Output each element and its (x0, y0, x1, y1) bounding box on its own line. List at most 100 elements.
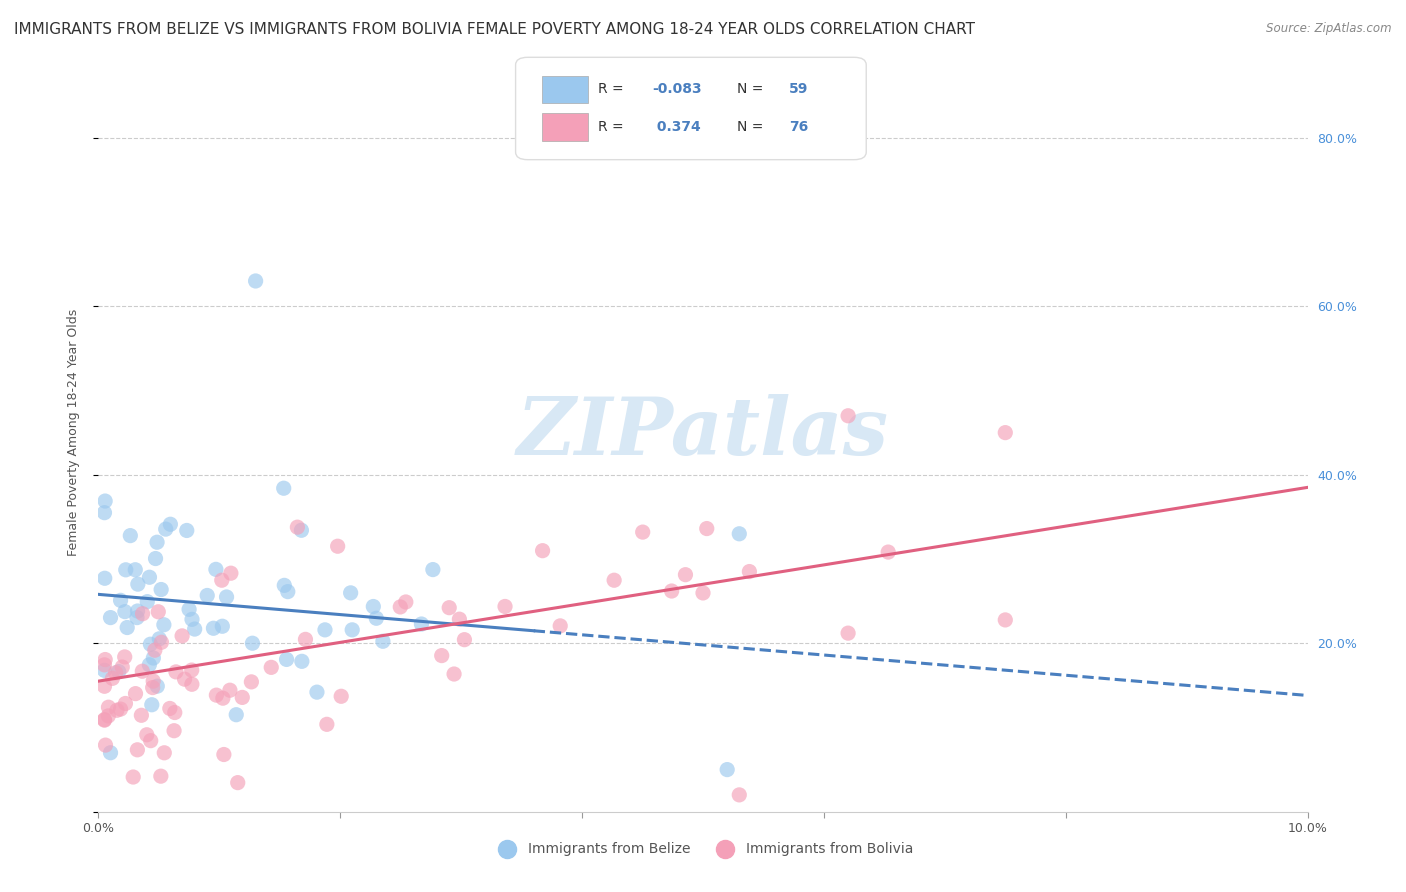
Point (430, 648, 453, 663)
Point (114, 605, 136, 619)
Point (104, 665, 127, 680)
Point (291, 654, 314, 668)
Point (276, 652, 298, 666)
Point (94, 652, 117, 666)
Point (994, 425, 1017, 440)
Point (728, 526, 751, 541)
Point (120, 528, 142, 542)
Point (153, 746, 176, 760)
Point (242, 636, 264, 650)
Point (107, 665, 129, 679)
Point (138, 657, 160, 672)
Point (994, 613, 1017, 627)
Point (314, 623, 336, 637)
Point (93, 713, 115, 727)
Point (93, 713, 115, 727)
Point (215, 590, 238, 604)
Point (728, 788, 751, 802)
Point (111, 660, 134, 674)
Point (443, 667, 465, 681)
Point (94, 494, 117, 508)
Point (548, 619, 571, 633)
Point (290, 523, 312, 537)
Point (225, 707, 247, 722)
Point (150, 635, 173, 649)
Legend: Immigrants from Belize, Immigrants from Bolivia: Immigrants from Belize, Immigrants from … (488, 837, 918, 862)
Point (449, 612, 471, 626)
Text: Source: ZipAtlas.com: Source: ZipAtlas.com (1267, 22, 1392, 36)
Point (172, 629, 194, 643)
Point (603, 573, 626, 587)
Point (131, 664, 153, 678)
Point (305, 685, 328, 699)
Point (127, 604, 149, 618)
Point (437, 600, 460, 615)
Point (205, 688, 228, 702)
Point (366, 611, 388, 625)
Text: N =: N = (737, 82, 768, 96)
Point (122, 770, 145, 784)
Point (273, 578, 295, 592)
Point (146, 535, 169, 549)
Point (163, 723, 186, 738)
Point (105, 703, 128, 717)
Point (124, 563, 146, 577)
Point (339, 586, 361, 600)
Point (240, 674, 263, 689)
Point (212, 691, 235, 706)
Point (277, 584, 299, 599)
Point (453, 632, 475, 647)
Point (195, 589, 218, 603)
Point (93, 679, 115, 693)
Text: R =: R = (598, 120, 633, 134)
Point (260, 660, 283, 674)
Point (837, 409, 859, 423)
Point (661, 584, 683, 599)
Text: ZIPatlas: ZIPatlas (517, 394, 889, 471)
Point (273, 481, 295, 495)
Point (877, 545, 900, 559)
Point (136, 595, 159, 609)
Point (294, 632, 316, 647)
Point (131, 708, 153, 723)
Point (135, 728, 157, 742)
Point (219, 683, 242, 698)
Point (93, 506, 115, 520)
Point (148, 632, 170, 646)
Point (142, 674, 165, 689)
Text: -0.083: -0.083 (652, 82, 702, 96)
Point (287, 520, 309, 534)
Point (181, 612, 204, 626)
Point (716, 763, 738, 777)
Point (148, 605, 170, 619)
Point (110, 593, 132, 607)
Text: 76: 76 (789, 120, 808, 134)
Point (153, 617, 176, 632)
Point (330, 690, 353, 704)
FancyBboxPatch shape (543, 76, 588, 103)
Point (231, 690, 253, 705)
Point (159, 517, 181, 532)
Point (211, 573, 233, 587)
Point (146, 679, 169, 693)
Point (139, 733, 162, 747)
Point (100, 610, 122, 624)
Point (131, 607, 153, 621)
Text: R =: R = (598, 82, 628, 96)
Point (176, 524, 198, 538)
FancyBboxPatch shape (543, 113, 588, 141)
Point (142, 651, 165, 665)
Point (395, 595, 418, 609)
Point (326, 539, 349, 553)
Point (494, 599, 516, 614)
Point (155, 522, 177, 536)
Point (212, 747, 235, 762)
Point (422, 563, 444, 577)
Point (125, 610, 148, 624)
Point (340, 623, 363, 637)
Point (114, 563, 136, 577)
Point (101, 671, 124, 685)
Point (94, 571, 117, 585)
Point (692, 586, 714, 600)
Point (159, 701, 181, 715)
